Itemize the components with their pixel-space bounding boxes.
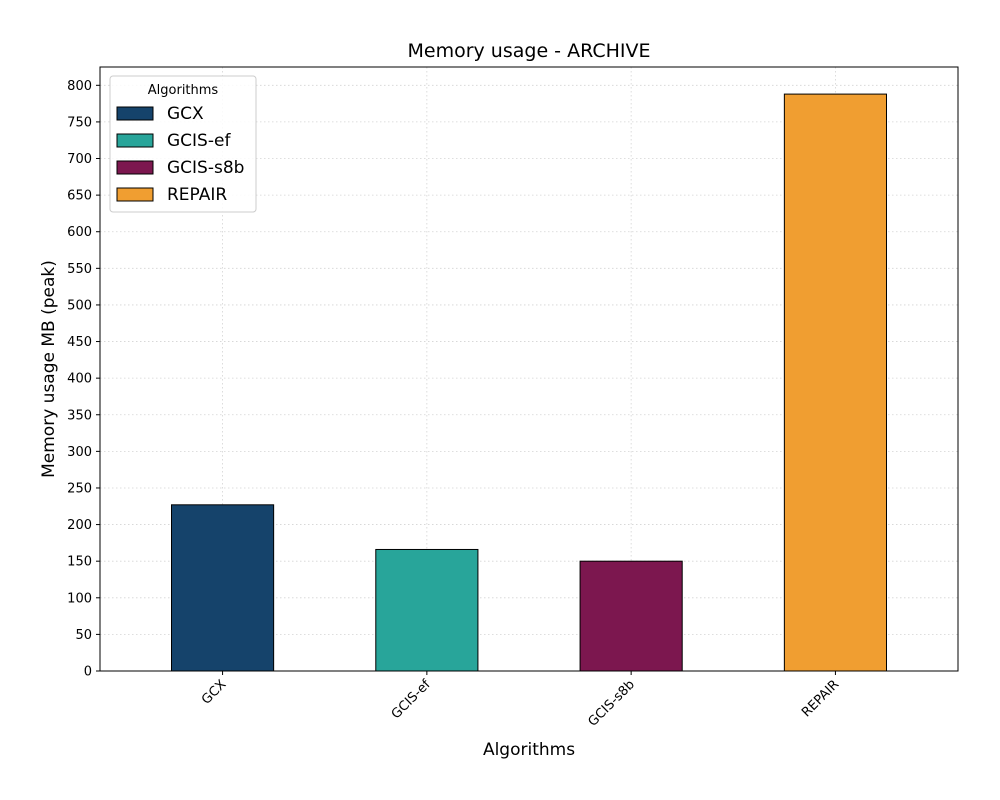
legend-label: GCX: [167, 104, 204, 124]
y-axis: 0 50 100 150 200 250 300 350 400 450 500 550 600 650 7…: [67, 79, 100, 680]
bar-gcis-ef: [375, 548, 479, 672]
x-tick-label: GCIS-ef: [389, 677, 434, 722]
legend-title: Algorithms: [148, 83, 219, 98]
x-tick-label: GCIS-s8b: [585, 677, 637, 729]
y-tick-label: 550: [67, 262, 92, 277]
y-tick-label: 50: [75, 628, 92, 643]
legend-label: GCIS-ef: [167, 131, 231, 151]
legend-swatch: [116, 160, 154, 175]
legend-swatch: [116, 106, 154, 121]
bar-gcis-s8b: [579, 560, 683, 672]
x-axis-label: Algorithms: [483, 740, 575, 760]
y-tick-label: 0: [84, 665, 92, 680]
y-tick-label: 600: [67, 225, 92, 240]
y-tick-label: 150: [67, 555, 92, 570]
y-tick-label: 350: [67, 408, 92, 423]
y-tick-label: 100: [67, 591, 92, 606]
bar-gcx: [171, 504, 275, 672]
y-tick-label: 500: [67, 298, 92, 313]
bar-repair: [783, 93, 887, 672]
y-tick-label: 400: [67, 372, 92, 387]
y-tick-label: 800: [67, 79, 92, 94]
legend-swatch: [116, 187, 154, 202]
legend: Algorithms GCX GCIS-ef GCIS-s8b REPAIR: [109, 75, 257, 213]
legend-label: REPAIR: [167, 185, 227, 205]
chart-title: Memory usage - ARCHIVE: [408, 40, 651, 62]
legend-label: GCIS-s8b: [167, 158, 244, 178]
y-tick-label: 750: [67, 115, 92, 130]
legend-swatch: [116, 133, 154, 148]
grid: [100, 67, 958, 672]
y-axis-label: Memory usage MB (peak): [39, 260, 59, 478]
x-tick-label: GCX: [199, 677, 230, 708]
x-axis: GCX GCIS-ef GCIS-s8b REPAIR: [199, 671, 842, 730]
plot-frame: [99, 66, 959, 672]
y-tick-label: 200: [67, 518, 92, 533]
y-tick-label: 300: [67, 445, 92, 460]
x-tick-label: REPAIR: [799, 677, 842, 720]
bars: [171, 93, 887, 672]
y-tick-label: 700: [67, 152, 92, 167]
y-tick-label: 250: [67, 481, 92, 496]
y-tick-label: 450: [67, 335, 92, 350]
y-tick-label: 650: [67, 189, 92, 204]
